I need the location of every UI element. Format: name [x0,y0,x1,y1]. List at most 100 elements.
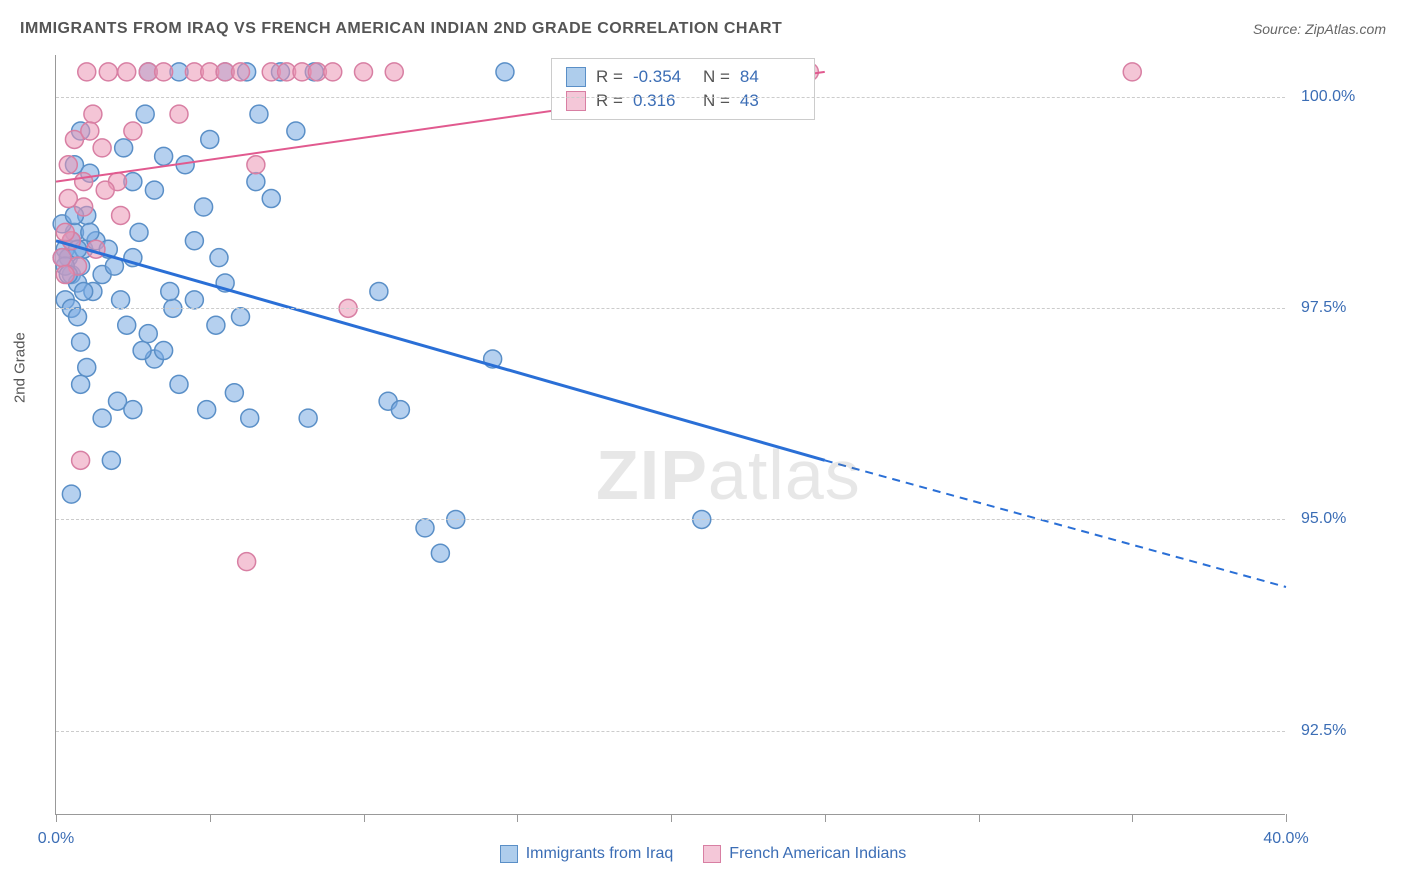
data-point [201,130,219,148]
x-tick [56,814,57,822]
x-tick [210,814,211,822]
legend-label: Immigrants from Iraq [526,845,674,863]
correlation-row: R = 0.316 N = 43 [566,89,800,113]
data-point [195,198,213,216]
data-point [118,316,136,334]
data-point [161,282,179,300]
data-point [262,190,280,208]
data-point [170,375,188,393]
data-point [99,63,117,81]
source-label: Source: ZipAtlas.com [1253,21,1386,37]
data-point [75,282,93,300]
data-point [96,181,114,199]
series-swatch [566,67,586,87]
data-point [241,409,259,427]
data-point [185,291,203,309]
data-point [250,105,268,123]
data-point [124,401,142,419]
y-tick-label: 97.5% [1301,299,1346,317]
scatter-chart: ZIPatlas R =-0.354N =84R =0.316N =43 92.… [55,55,1285,815]
data-point [391,401,409,419]
data-point [247,156,265,174]
data-point [72,333,90,351]
data-point [370,282,388,300]
legend-swatch [703,845,721,863]
n-value: 43 [740,91,800,111]
data-point [78,358,96,376]
data-point [84,105,102,123]
data-point [155,147,173,165]
data-point [431,544,449,562]
legend-item: Immigrants from Iraq [500,845,674,863]
legend-label: French American Indians [729,845,906,863]
series-swatch [566,91,586,111]
data-point [145,181,163,199]
data-point [416,519,434,537]
data-point [118,63,136,81]
data-point [72,451,90,469]
data-point [324,63,342,81]
data-point [112,206,130,224]
data-point [185,232,203,250]
data-point [59,156,77,174]
data-point [385,63,403,81]
data-point [247,173,265,191]
gridline [56,731,1285,732]
x-tick [1132,814,1133,822]
data-point [355,63,373,81]
data-point [69,308,87,326]
n-value: 84 [740,67,800,87]
data-point [299,409,317,427]
y-tick-label: 92.5% [1301,722,1346,740]
data-point [81,122,99,140]
y-tick-label: 95.0% [1301,510,1346,528]
data-point [133,342,151,360]
chart-title: IMMIGRANTS FROM IRAQ VS FRENCH AMERICAN … [20,20,782,38]
data-point [170,105,188,123]
gridline [56,519,1285,520]
y-tick-label: 100.0% [1301,88,1355,106]
data-point [62,485,80,503]
x-tick [671,814,672,822]
correlation-row: R = -0.354 N = 84 [566,65,800,89]
x-tick [1286,814,1287,822]
correlation-legend: R = -0.354 N = 84 R = 0.316 N = 43 [551,58,815,120]
x-tick [364,814,365,822]
data-point [75,198,93,216]
data-point [210,249,228,267]
data-point [232,63,250,81]
data-point [130,223,148,241]
data-point [496,63,514,81]
data-point [81,223,99,241]
n-label: N = [703,91,730,111]
r-value: 0.316 [633,91,693,111]
data-point [75,173,93,191]
gridline [56,308,1285,309]
data-point [102,451,120,469]
r-label: R = [596,91,623,111]
data-point [1123,63,1141,81]
r-label: R = [596,67,623,87]
data-point [78,63,96,81]
data-point [155,63,173,81]
legend-item: French American Indians [703,845,906,863]
data-point [207,316,225,334]
data-point [287,122,305,140]
data-point [136,105,154,123]
gridline [56,97,1285,98]
data-point [115,139,133,157]
data-point [198,401,216,419]
trend-line-dashed [825,460,1286,587]
legend-swatch [500,845,518,863]
data-point [238,553,256,571]
r-value: -0.354 [633,67,693,87]
legend: Immigrants from Iraq French American Indi… [0,845,1406,863]
data-point [225,384,243,402]
n-label: N = [703,67,730,87]
data-point [139,325,157,343]
data-point [112,291,130,309]
plot-svg [56,55,1285,814]
y-axis-label: 2nd Grade [12,332,29,403]
data-point [93,139,111,157]
data-point [232,308,250,326]
